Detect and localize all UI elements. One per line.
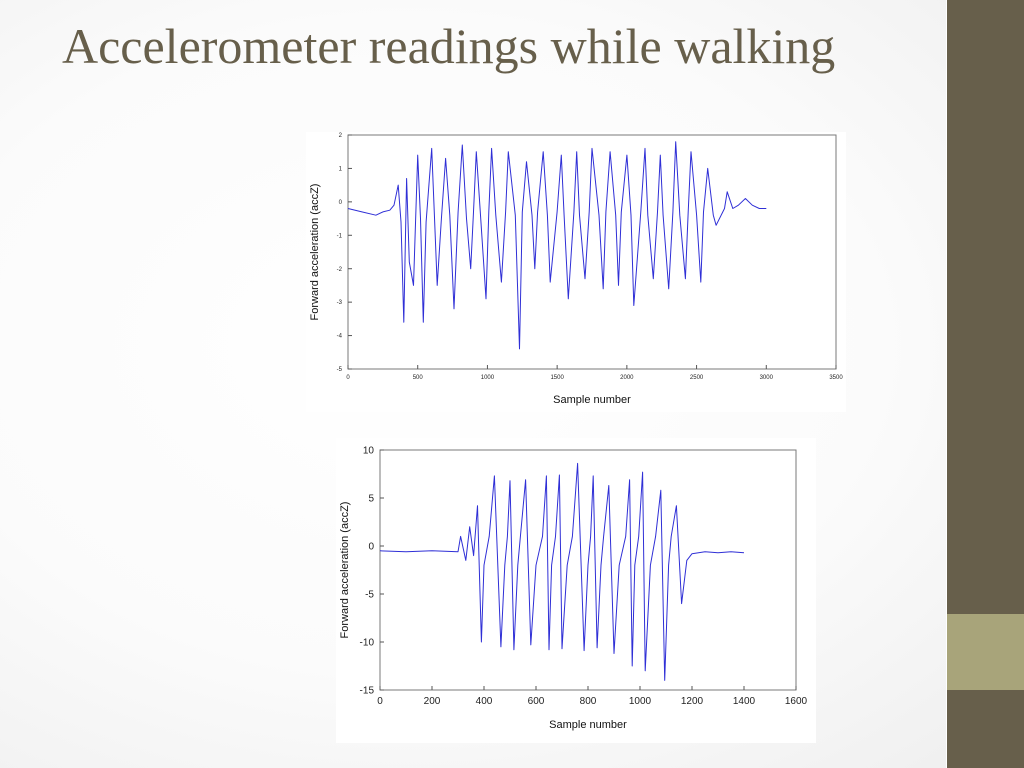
- chart-2-signal-line: [379, 462, 745, 681]
- chart-2-x-tick-label: 600: [528, 696, 545, 707]
- chart-1-x-tick-label: 3000: [760, 375, 774, 381]
- chart-1-x-tick-label: 500: [413, 375, 424, 381]
- chart-2-x-tick-label: 400: [476, 696, 493, 707]
- chart-2-x-tick-label: 1400: [733, 696, 756, 707]
- chart-2-x-tick-label: 0: [377, 696, 383, 707]
- chart-2-y-tick-label: -15: [360, 686, 375, 697]
- chart-1-x-tick-label: 2500: [690, 375, 704, 381]
- chart-1-y-tick-label: -5: [337, 367, 343, 373]
- chart-1-x-tick-label: 2000: [620, 375, 634, 381]
- slide-title: Accelerometer readings while walking: [62, 18, 836, 74]
- chart-2-x-tick-label: 200: [424, 696, 441, 707]
- chart-2-y-tick-label: -5: [365, 590, 374, 601]
- chart-2-x-tick-label: 1600: [785, 696, 808, 707]
- chart-2-x-axis-label: Sample number: [549, 719, 627, 731]
- chart-1-y-tick-label: 1: [339, 167, 343, 173]
- chart-1-y-tick-label: -2: [337, 267, 343, 273]
- side-decoration-accent: [947, 614, 1024, 690]
- chart-1-x-tick-label: 0: [346, 375, 350, 381]
- chart-2-y-tick-label: -10: [360, 638, 375, 649]
- chart-2-y-tick-label: 0: [368, 542, 374, 553]
- chart-2-y-axis-label: Forward acceleration (accZ): [339, 502, 351, 639]
- chart-1-y-tick-label: 2: [339, 133, 343, 139]
- chart-1-y-axis-label: Forward acceleration (accZ): [309, 184, 321, 321]
- chart-2-x-tick-label: 800: [580, 696, 597, 707]
- chart-2-y-tick-label: 10: [363, 446, 375, 457]
- chart-1-y-tick-label: 0: [339, 200, 343, 206]
- chart-top-svg: 0 500 1000 1500 2000 2500 3000 3500 2 1 0 -1 -2 -3 -4 -…: [309, 133, 843, 406]
- chart-1-x-tick-label: 3500: [829, 375, 843, 381]
- chart-bottom: 0 200 400 600 800 1000 1200 1400 1600 10 5 0 -5 -10 -1…: [336, 438, 816, 743]
- chart-bottom-svg: 0 200 400 600 800 1000 1200 1400 1600 10 5 0 -5 -10 -1…: [339, 446, 808, 732]
- chart-1-x-tick-label: 1500: [550, 375, 564, 381]
- chart-1-y-tick-label: -1: [337, 233, 343, 239]
- chart-1-y-tick-label: -3: [337, 300, 343, 306]
- chart-2-x-tick-label: 1000: [629, 696, 652, 707]
- chart-1-x-tick-label: 1000: [481, 375, 495, 381]
- chart-2-x-tick-label: 1200: [681, 696, 704, 707]
- chart-1-signal-line: [347, 141, 767, 350]
- chart-top: 0 500 1000 1500 2000 2500 3000 3500 2 1 0 -1 -2 -3 -4 -…: [306, 132, 846, 412]
- chart-2-y-tick-label: 5: [368, 494, 374, 505]
- chart-1-x-axis-label: Sample number: [553, 394, 631, 406]
- chart-1-y-tick-label: -4: [337, 334, 343, 340]
